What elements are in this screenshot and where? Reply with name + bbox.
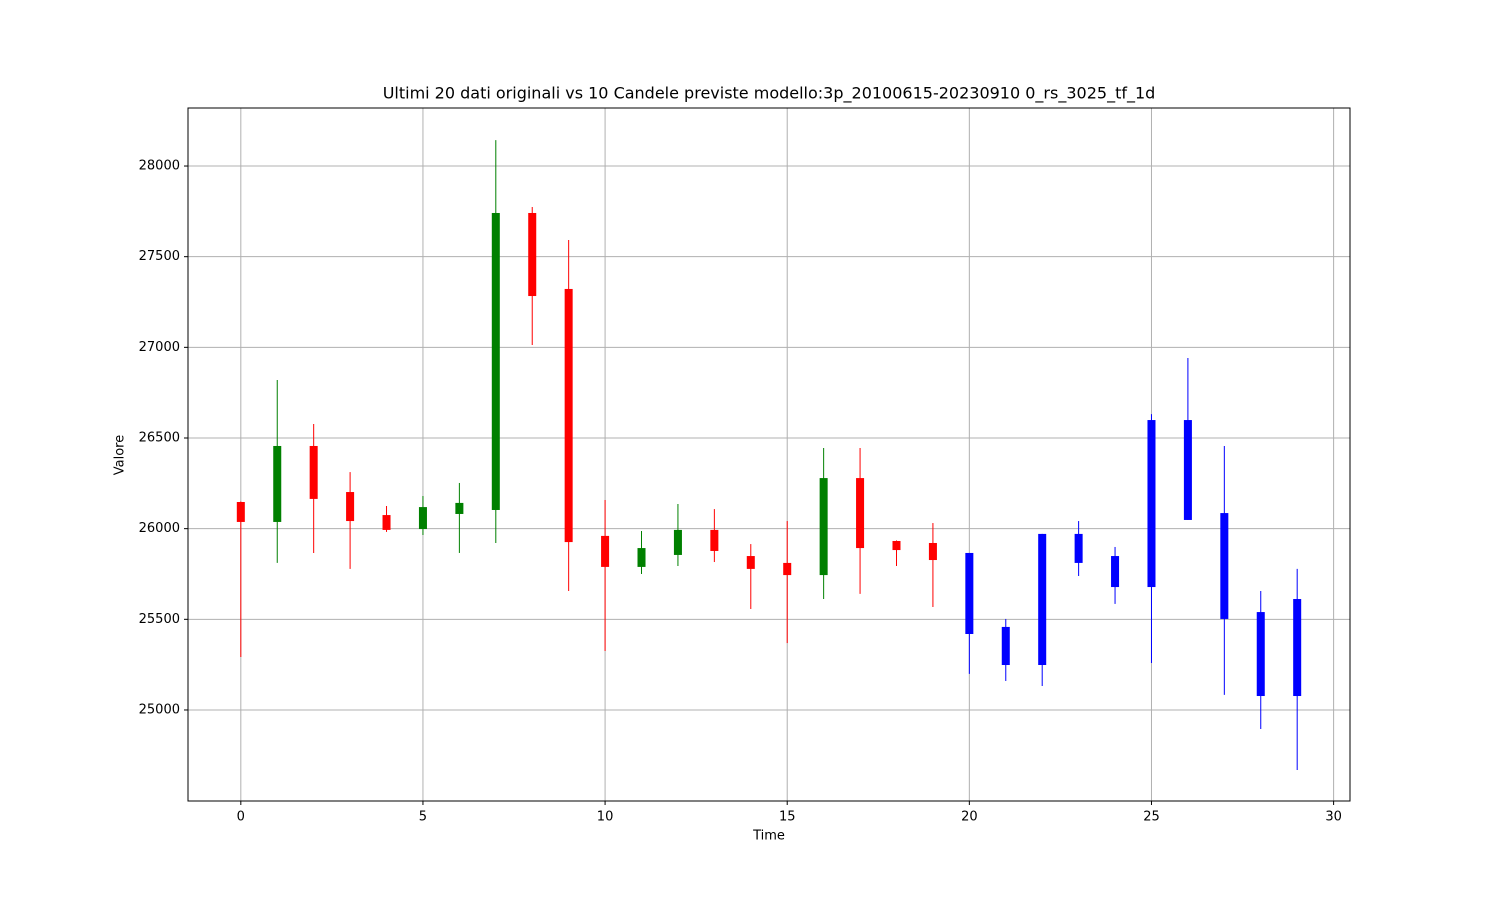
x-tick-label: 25 <box>1143 810 1160 825</box>
candle-body <box>236 502 245 522</box>
x-tick-label: 10 <box>597 810 614 825</box>
candle-body <box>382 515 391 530</box>
candle-body <box>1038 533 1047 666</box>
x-tick-label: 15 <box>779 810 796 825</box>
candle-body <box>1256 612 1265 697</box>
candle-body <box>564 288 573 543</box>
candle-body <box>1074 533 1083 563</box>
candle-body <box>491 212 500 510</box>
candle-body <box>710 529 719 551</box>
y-axis-label: Valore <box>113 435 128 475</box>
candle-body <box>1220 513 1229 619</box>
axes-frame <box>187 107 1351 802</box>
candle-body <box>673 529 682 555</box>
y-tick-label: 28000 <box>139 159 180 174</box>
candle-body <box>1001 626 1010 666</box>
candle-body <box>892 540 901 551</box>
candle-body <box>928 542 937 561</box>
candle-body <box>1183 420 1192 520</box>
candle-body <box>965 552 974 635</box>
y-tick-label: 27000 <box>139 340 180 355</box>
candle-body <box>528 212 537 297</box>
candle-body <box>746 556 755 569</box>
candle-body <box>601 535 610 567</box>
candle-body <box>856 478 865 549</box>
candle-body <box>783 562 792 576</box>
chart-title: Ultimi 20 dati originali vs 10 Candele p… <box>383 84 1156 104</box>
y-tick-label: 26500 <box>139 431 180 446</box>
x-tick-label: 0 <box>237 810 245 825</box>
y-tick-label: 26000 <box>139 521 180 536</box>
candle-body <box>1293 599 1302 697</box>
candle-body <box>418 507 427 530</box>
x-tick-label: 30 <box>1325 810 1342 825</box>
candle-body <box>1111 556 1120 588</box>
y-tick-label: 25000 <box>139 702 180 717</box>
candle-body <box>346 492 355 522</box>
y-tick-label: 27500 <box>139 249 180 264</box>
candle-body <box>637 548 646 567</box>
y-tick-label: 25500 <box>139 612 180 627</box>
x-tick-label: 5 <box>419 810 427 825</box>
x-axis-label: Time <box>752 829 785 844</box>
plot-area: 0 5 10 15 20 25 30 25000 25500 26000 26500 27000 275… <box>139 108 1350 825</box>
x-tick-label: 20 <box>961 810 978 825</box>
candle-body <box>455 502 464 514</box>
candle-body <box>273 445 282 522</box>
candle-body <box>1147 420 1156 588</box>
candle-body <box>819 478 828 576</box>
candle-body <box>309 445 318 499</box>
